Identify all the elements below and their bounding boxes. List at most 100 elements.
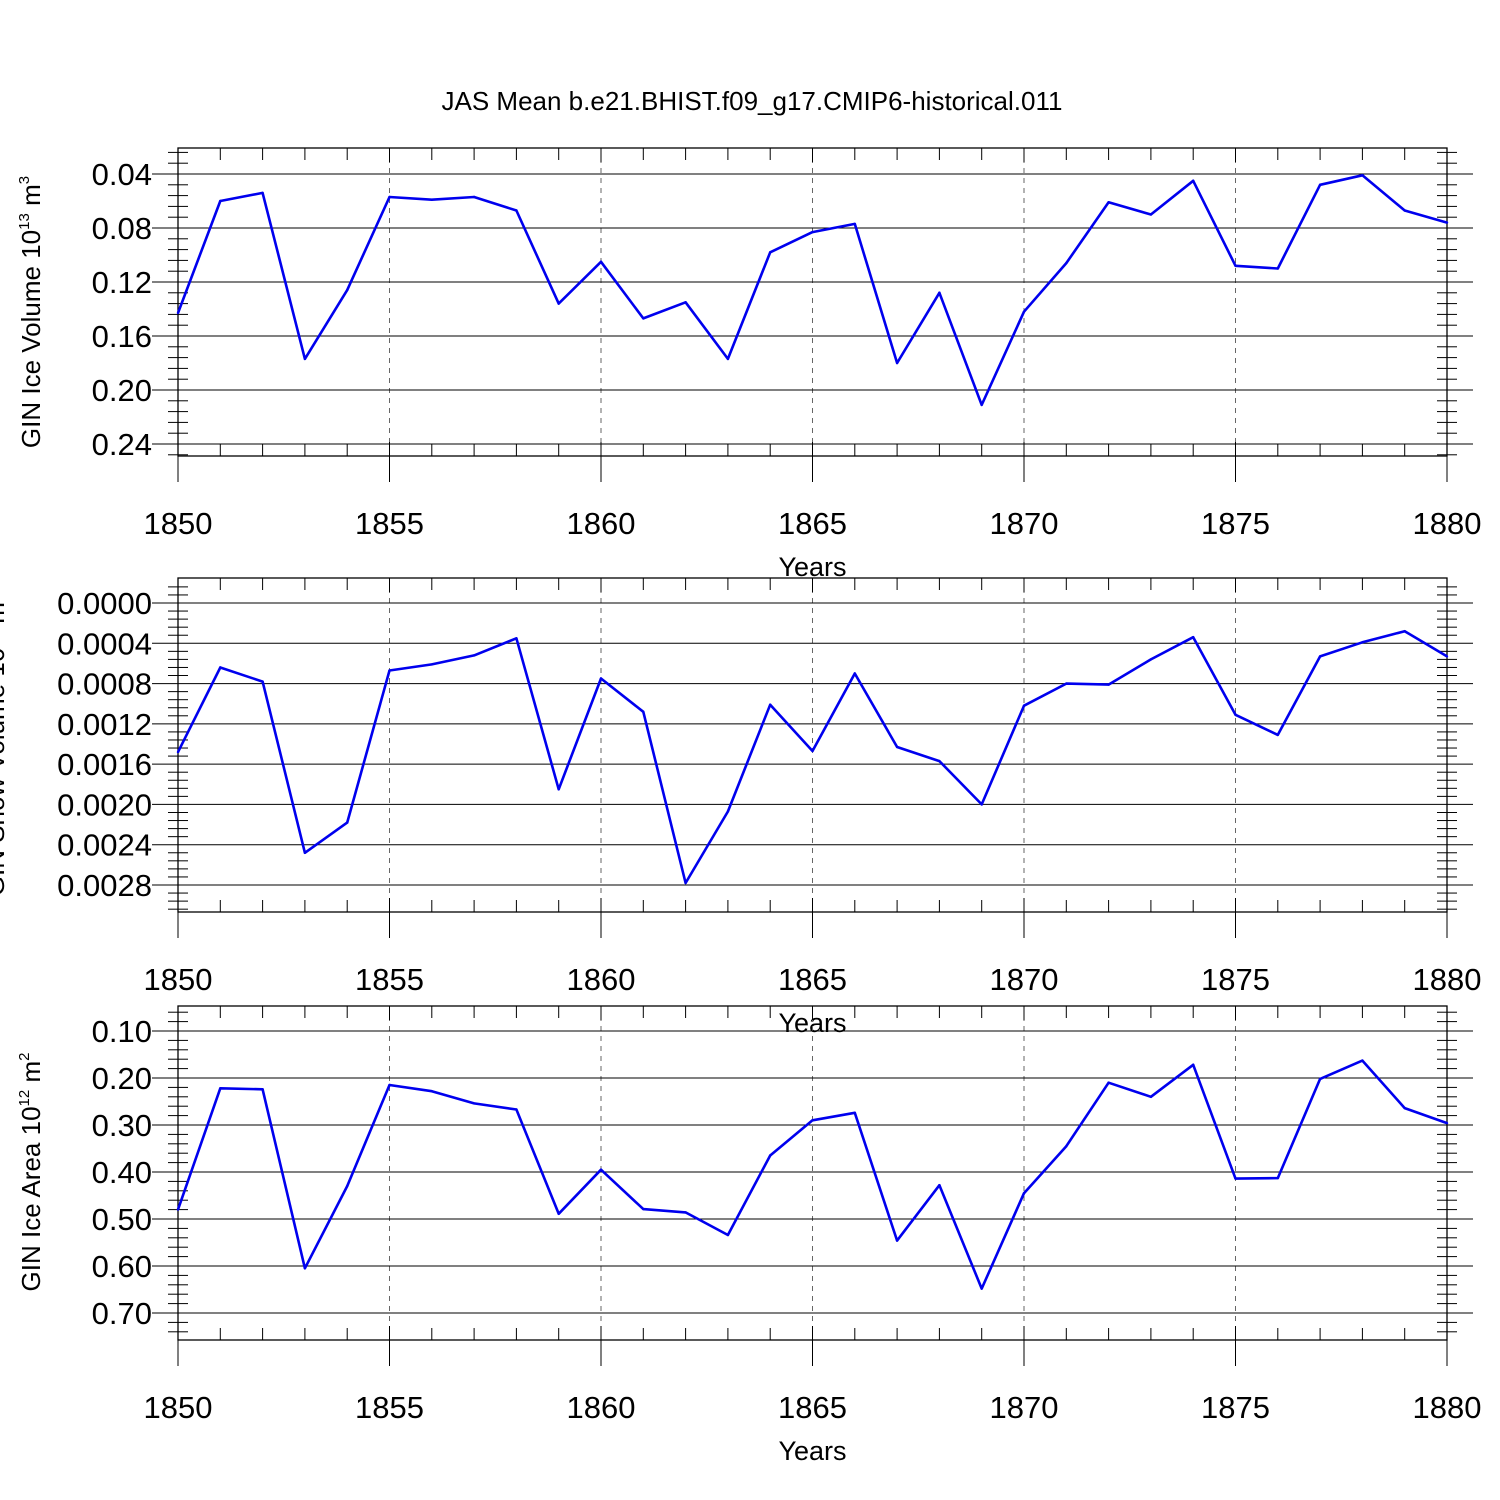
data-point: [303, 851, 307, 854]
x-tick-label: 1880: [1413, 1390, 1482, 1425]
y-tick-label: 0.12: [92, 265, 152, 300]
data-point: [1192, 1063, 1195, 1067]
data-point: [642, 317, 645, 320]
x-tick-label: 1855: [355, 506, 424, 541]
data-point: [1403, 1106, 1406, 1110]
y-tick-label: 0.16: [92, 319, 152, 354]
data-point: [388, 1083, 391, 1087]
data-point: [1276, 1176, 1280, 1180]
y-tick-label: 0.0008: [57, 667, 152, 702]
data-point: [219, 666, 222, 669]
y-tick-label: 0.0020: [57, 787, 152, 822]
data-point: [1149, 213, 1153, 216]
data-point: [895, 1239, 899, 1242]
x-tick-label: 1870: [990, 962, 1059, 997]
y-axis-label: GIN Ice Area 1012 m2: [16, 1053, 46, 1292]
y-tick-label: 0.30: [92, 1108, 152, 1143]
chart-title: JAS Mean b.e21.BHIST.f09_g17.CMIP6-histo…: [442, 86, 1063, 116]
data-point: [472, 195, 476, 199]
y-axis-label-unit: m: [0, 602, 10, 631]
y-tick-label: 0.70: [92, 1296, 152, 1331]
data-point: [1276, 267, 1280, 270]
data-point: [1107, 201, 1110, 204]
data-point: [472, 1102, 476, 1105]
data-point: [430, 663, 433, 666]
data-point: [938, 291, 941, 294]
panels: 1850 1855 1860 1865 1870 1875 1880 0.04 0.08 0.12…: [0, 147, 1482, 1466]
data-point: [1361, 174, 1364, 177]
data-point: [557, 1212, 560, 1216]
y-axis-label-unit-exponent: 2: [16, 1053, 33, 1061]
data-point: [430, 198, 433, 201]
data-point: [1445, 221, 1449, 224]
data-point: [303, 357, 307, 361]
x-tick-label: 1860: [567, 962, 636, 997]
y-axis-label-unit-exponent: 3: [16, 176, 33, 184]
data-point: [1065, 261, 1068, 265]
data-point: [430, 1090, 433, 1093]
data-point: [769, 251, 772, 254]
data-point: [726, 810, 730, 813]
x-tick-label: 1880: [1413, 962, 1482, 997]
data-point: [515, 637, 518, 640]
data-point: [684, 301, 687, 304]
x-tick-label: 1865: [778, 1390, 847, 1425]
data-point: [980, 403, 983, 407]
data-point: [853, 672, 856, 675]
chart-panel-1: 1850 1855 1860 1865 1870 1875 1880 0.04 0.08 0.12…: [16, 147, 1482, 582]
data-point: [1192, 179, 1195, 182]
data-point: [388, 669, 391, 672]
data-point: [1192, 636, 1195, 639]
data-point: [1318, 655, 1322, 658]
data-point: [1234, 1177, 1237, 1180]
data-point: [895, 745, 899, 749]
data-point: [1065, 1145, 1068, 1148]
data-point: [1107, 1081, 1110, 1084]
y-axis-label-group: GIN Ice Area 1012 m2: [16, 1053, 46, 1292]
y-axis-label-group: GIN Snow Volume 1013 m3: [0, 594, 10, 897]
data-point: [261, 1088, 264, 1091]
y-tick-label: 0.04: [92, 157, 152, 192]
x-tick-label: 1860: [567, 506, 636, 541]
data-point: [684, 1211, 687, 1214]
data-point: [642, 1207, 645, 1211]
x-tick-label: 1875: [1201, 962, 1270, 997]
y-tick-label: 0.0000: [57, 586, 152, 621]
data-point: [219, 1087, 222, 1090]
data-point: [261, 191, 264, 195]
data-point: [1276, 733, 1280, 737]
data-point: [811, 1119, 814, 1122]
y-axis-label-exponent: 13: [16, 213, 33, 230]
data-point: [176, 311, 180, 315]
data-point: [346, 288, 349, 292]
data-point: [346, 1184, 349, 1188]
data-point: [811, 749, 814, 753]
y-tick-label: 0.40: [92, 1155, 152, 1190]
y-axis-label-unit: m: [16, 1061, 46, 1090]
data-point: [1149, 658, 1153, 661]
x-tick-label: 1880: [1413, 506, 1482, 541]
chart-panel-3: 1850 1855 1860 1865 1870 1875 1880 0.10 0.20 0.30…: [16, 1005, 1482, 1466]
data-point: [599, 260, 603, 263]
y-tick-label: 0.10: [92, 1014, 152, 1049]
y-tick-label: 0.0004: [57, 626, 152, 661]
y-tick-label: 0.20: [92, 373, 152, 408]
y-axis-label-text: GIN Snow Volume 10: [0, 648, 10, 897]
data-point: [599, 677, 603, 680]
data-point: [1403, 209, 1406, 212]
data-point: [1361, 641, 1364, 644]
x-tick-label: 1860: [567, 1390, 636, 1425]
x-tick-label: 1855: [355, 1390, 424, 1425]
data-point: [176, 1208, 180, 1211]
y-axis-label: GIN Snow Volume 1013 m3: [0, 594, 10, 897]
data-point: [176, 750, 180, 754]
data-point: [769, 1154, 772, 1157]
data-point: [895, 361, 899, 365]
data-point: [557, 302, 560, 305]
data-point: [1445, 655, 1449, 658]
data-point: [980, 803, 983, 806]
data-point: [1022, 1192, 1026, 1195]
data-point: [219, 199, 222, 203]
y-tick-label: 0.08: [92, 211, 152, 246]
